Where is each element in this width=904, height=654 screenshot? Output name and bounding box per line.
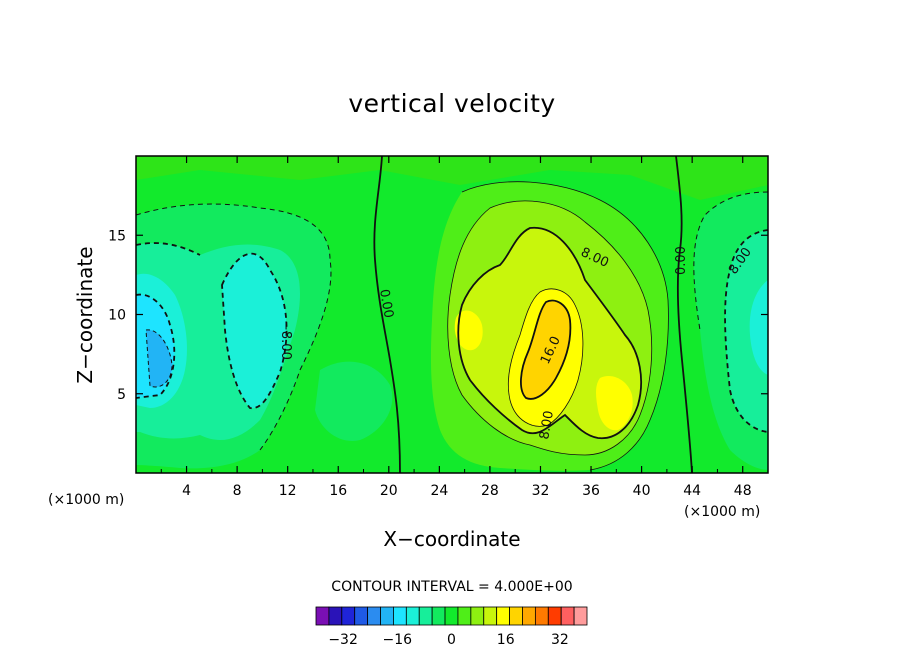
colorbar-swatch: [457, 606, 472, 626]
downdraft-left-peak: [146, 329, 172, 388]
colorbar-swatch: [341, 606, 356, 626]
colorbar-swatch: [367, 606, 381, 626]
colorbar-swatch: [444, 606, 459, 626]
x-tick-label: 12: [279, 483, 297, 499]
contour-label: 0.00: [376, 288, 396, 319]
colorbar: −32 −16 0 16 32: [315, 606, 588, 648]
x-axis-label: X−coordinate: [383, 527, 520, 551]
x-tick-label: 44: [683, 483, 701, 499]
chart-title: vertical velocity: [348, 89, 555, 118]
colorbar-tick-label: −32: [328, 632, 358, 648]
colorbar-tick-label: 16: [497, 632, 515, 648]
colorbar-swatch: [328, 606, 343, 626]
contour-interval: CONTOUR INTERVAL = 4.000E+00: [331, 579, 572, 595]
upper-band: [136, 156, 768, 200]
x-tick-label: 40: [633, 483, 651, 499]
colorbar-tick-label: −16: [383, 632, 413, 648]
colorbar-tick-label: 32: [551, 632, 569, 648]
contour-label: 8.00: [537, 410, 557, 441]
colorbar-swatch: [405, 606, 420, 626]
colorbar-swatch: [380, 606, 394, 626]
colorbar-swatch: [522, 606, 536, 626]
y-axis: 5 10 15: [108, 228, 768, 403]
x-tick-label: 36: [582, 483, 600, 499]
x-tick-label: 20: [380, 483, 398, 499]
colorbar-swatch: [431, 606, 446, 626]
y-tick-label: 5: [117, 387, 126, 403]
colorbar-swatch: [354, 606, 369, 626]
colorbar-swatch: [496, 606, 510, 626]
downdraft-middle: [315, 361, 393, 441]
colorbar-swatch: [573, 606, 588, 626]
x-tick-label: 48: [734, 483, 752, 499]
colorbar-swatch: [547, 606, 562, 626]
y-tick-label: 10: [108, 308, 126, 324]
contour-lines: [136, 156, 768, 473]
updraft-16c: [454, 310, 483, 351]
x-tick-label: 16: [329, 483, 347, 499]
contour-label: −8.00: [278, 320, 293, 360]
x-unit-right: (×1000 m): [684, 504, 760, 520]
x-tick-label: 32: [532, 483, 550, 499]
downdraft-left-core2: [222, 253, 287, 409]
colorbar-swatch: [483, 606, 498, 626]
colorbar-swatch: [418, 606, 433, 626]
colorbar-swatch: [534, 606, 549, 626]
x-tick-label: 8: [233, 483, 242, 499]
x-tick-label: 28: [481, 483, 499, 499]
downdraft-right-mid: [725, 230, 768, 432]
x-tick-label: 4: [182, 483, 191, 499]
updraft-16b: [596, 375, 633, 431]
y-tick-label: 15: [108, 228, 126, 244]
x-unit-left: (×1000 m): [48, 492, 124, 508]
colorbar-swatch: [470, 606, 485, 626]
colorbar-swatch: [509, 606, 523, 626]
colorbar-swatch: [560, 606, 575, 626]
colorbar-swatch: [315, 606, 330, 626]
x-tick-label: 24: [430, 483, 448, 499]
downdraft-right-core: [749, 280, 768, 375]
contour-field: [136, 156, 768, 473]
colorbar-swatch: [393, 606, 407, 626]
updraft-20: [520, 300, 571, 399]
y-axis-label: Z−coordinate: [73, 246, 97, 383]
contour-label: 0.00: [674, 246, 689, 275]
x-axis: 4 8 12 16 20 24 28 32 36 40 44 48: [160, 156, 752, 499]
colorbar-tick-label: 0: [447, 632, 456, 648]
